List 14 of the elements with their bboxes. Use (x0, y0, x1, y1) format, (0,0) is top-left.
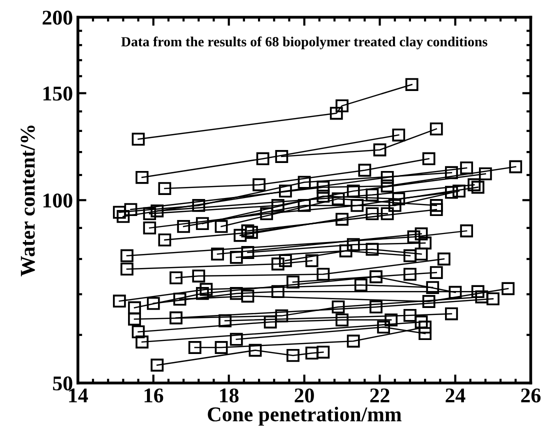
y-tick-label: 150 (43, 86, 72, 101)
x-tick-label: 16 (144, 388, 164, 403)
annotation: Data from the results of 68 biopolymer treated clay conditions (121, 36, 488, 50)
x-tick-label: 20 (294, 388, 314, 403)
x-tick-label: 18 (220, 388, 239, 403)
x-tick-label: 22 (370, 388, 390, 402)
x-tick-label: 24 (446, 388, 466, 402)
x-axis-title: Cone penetration/mm (208, 406, 402, 426)
y-tick-label: 100 (43, 194, 72, 208)
x-tick-label: 26 (521, 388, 541, 403)
y-tick-label: 50 (53, 376, 72, 390)
x-tick-label: 14 (69, 388, 88, 402)
y-tick-label: 200 (42, 10, 72, 25)
y-axis-title: Water content/% (20, 126, 35, 276)
